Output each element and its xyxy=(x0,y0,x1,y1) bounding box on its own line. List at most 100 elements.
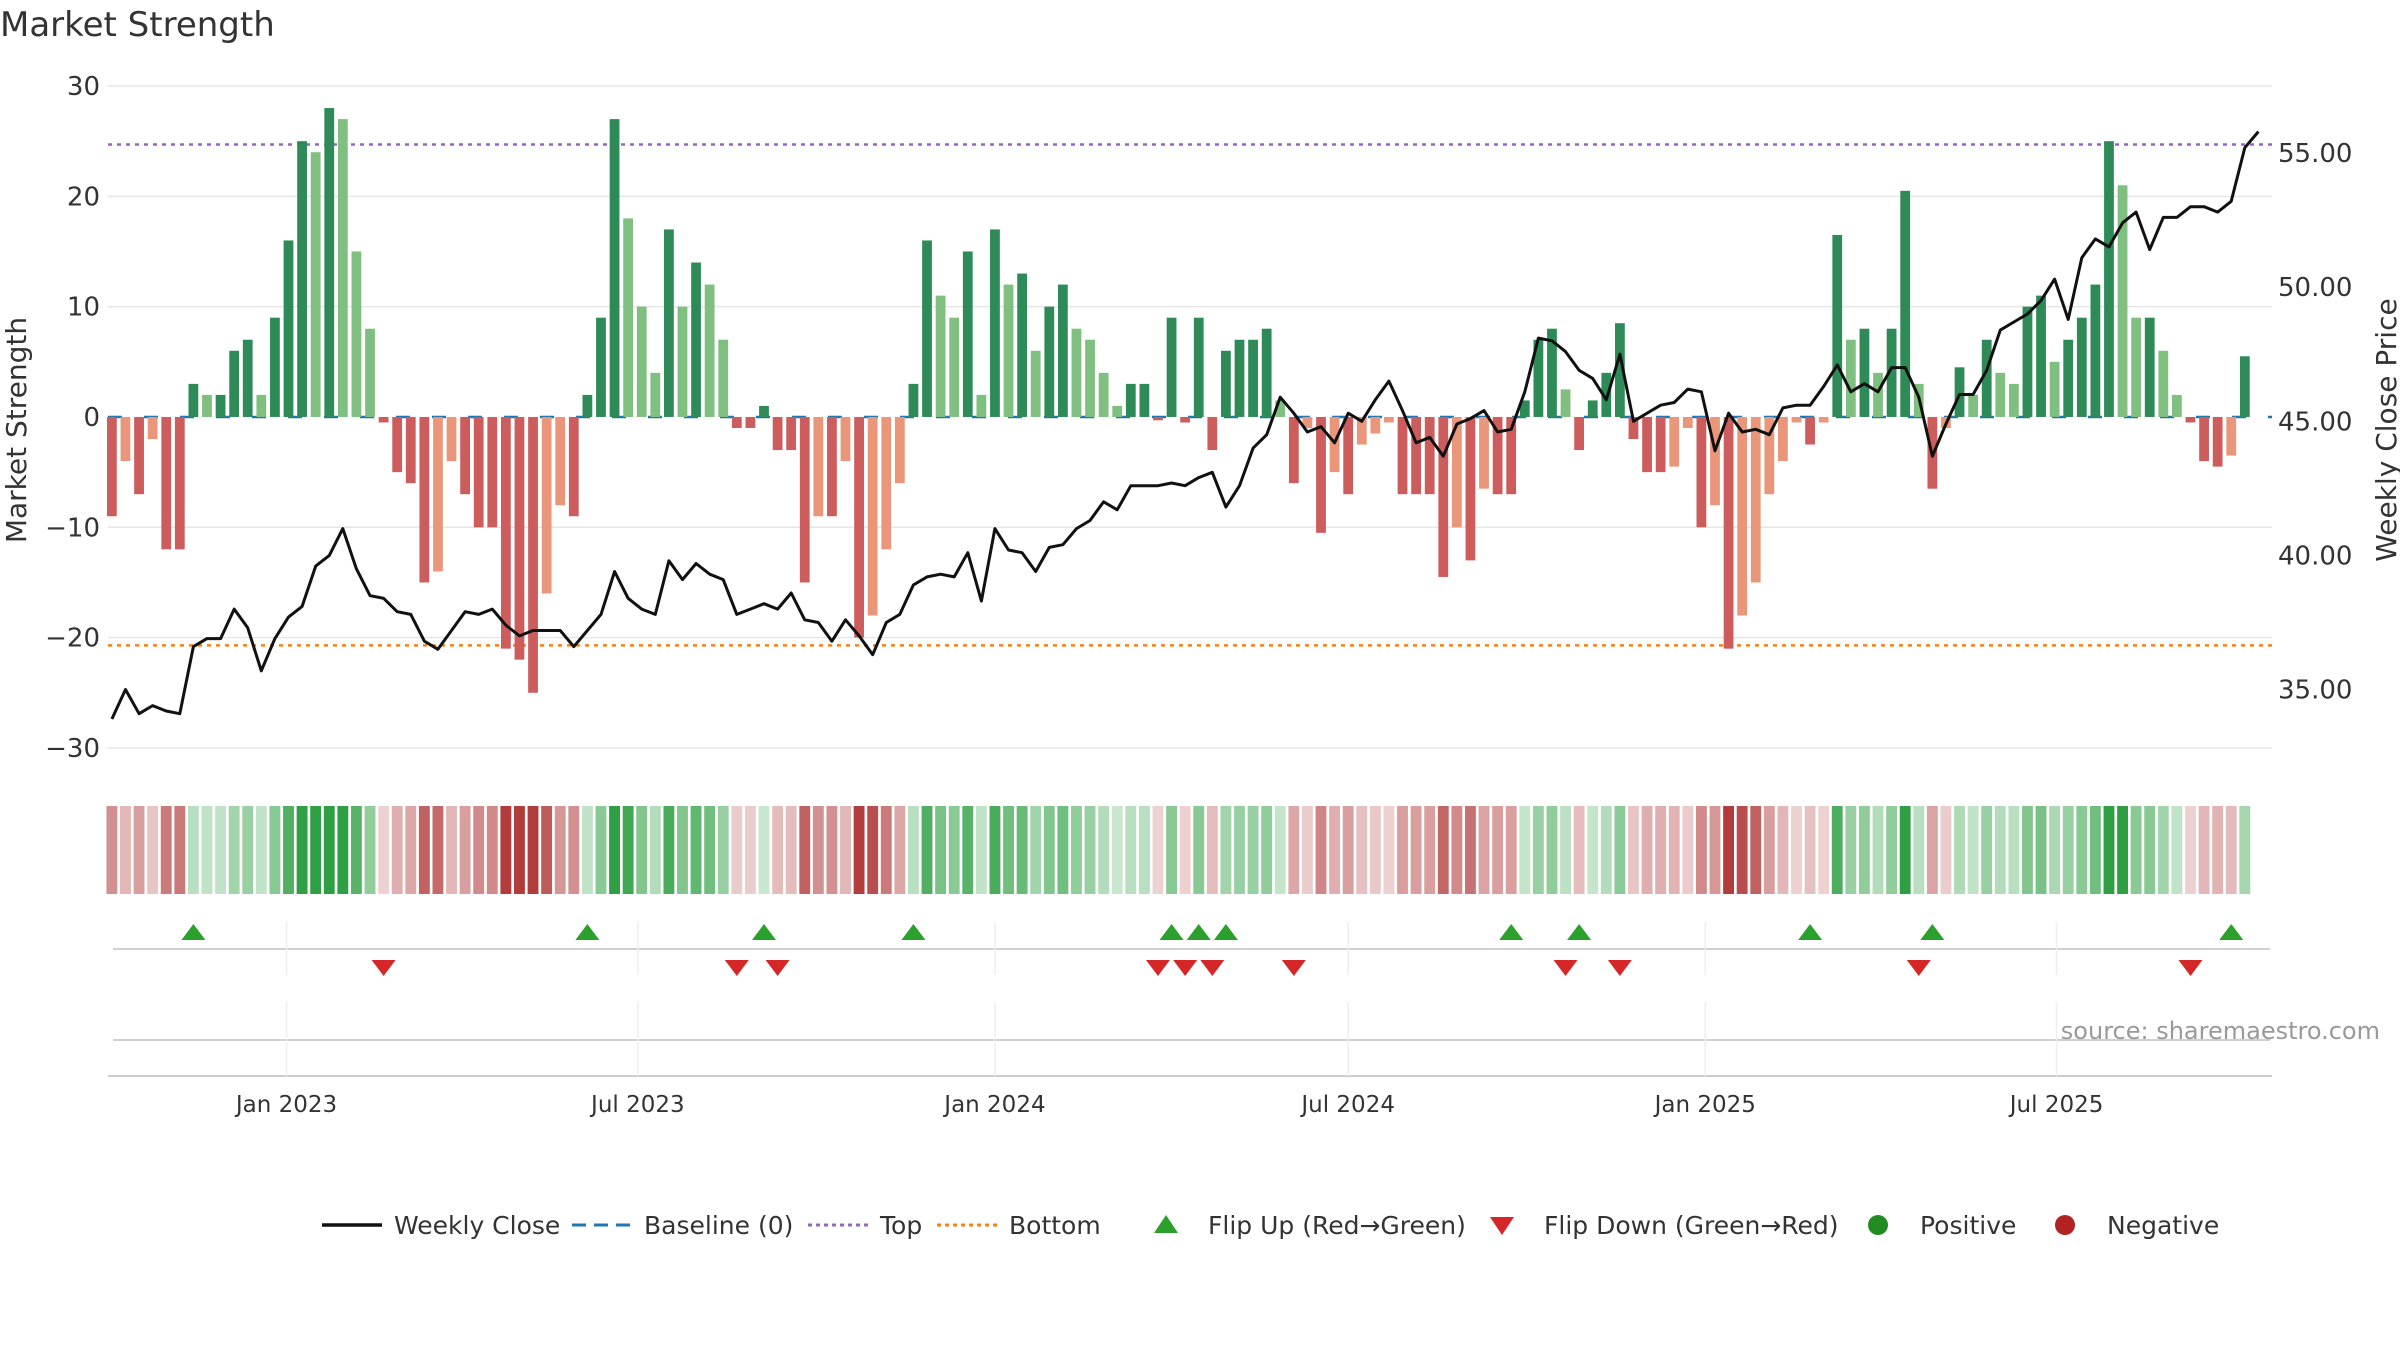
heat-cell xyxy=(1098,806,1110,894)
strength-bar xyxy=(1465,416,1476,561)
strength-bar xyxy=(460,416,470,495)
heat-cell xyxy=(1410,806,1422,894)
strength-bar xyxy=(351,251,362,417)
heat-cell xyxy=(1573,806,1585,894)
heat-cell xyxy=(1206,806,1218,894)
legend-label: Negative xyxy=(2107,1211,2219,1240)
strength-bar xyxy=(433,416,443,572)
heat-cell xyxy=(853,806,865,894)
heat-cell xyxy=(187,806,199,894)
heat-cell xyxy=(106,806,118,894)
x-tick-label: Jul 2023 xyxy=(589,1092,685,1118)
heat-cell xyxy=(1301,806,1313,894)
strength-bar xyxy=(1669,416,1680,467)
strength-bar xyxy=(174,416,185,550)
heat-cell xyxy=(921,806,933,894)
y-axis-title: Market Strength xyxy=(0,317,33,543)
strength-bar xyxy=(1125,383,1136,417)
strength-bar xyxy=(378,416,389,423)
strength-bar xyxy=(1221,350,1231,417)
heat-cell xyxy=(1288,806,1300,894)
legend-label: Baseline (0) xyxy=(644,1211,793,1240)
heat-cell xyxy=(269,806,281,894)
flip-down-marker xyxy=(765,960,790,976)
heat-cell xyxy=(1668,806,1680,894)
heat-cell xyxy=(2198,806,2210,894)
strength-bar xyxy=(1696,416,1707,528)
heat-cell xyxy=(1994,806,2006,894)
y2-tick-label: 45.00 xyxy=(2278,407,2352,437)
strength-bar xyxy=(623,218,634,417)
strength-bar xyxy=(446,416,457,462)
heat-cell xyxy=(772,806,784,894)
legend-triangle-down-icon xyxy=(1490,1217,1514,1235)
heat-cell xyxy=(744,806,756,894)
heat-cell xyxy=(1614,806,1626,894)
heat-cell xyxy=(215,806,227,894)
strength-bar xyxy=(976,394,987,417)
source-note: source: sharemaestro.com xyxy=(2061,1017,2380,1045)
strength-bar xyxy=(2212,416,2223,467)
strength-bar xyxy=(1234,339,1245,417)
strength-bar xyxy=(256,394,267,417)
heat-cell xyxy=(1057,806,1069,894)
strength-bar xyxy=(1329,416,1340,473)
chart-title: Market Strength xyxy=(0,5,275,45)
strength-bar xyxy=(1316,416,1326,533)
strength-bar xyxy=(1343,416,1354,495)
strength-bar xyxy=(596,317,606,417)
heat-cell xyxy=(2035,806,2047,894)
heat-cell xyxy=(1967,806,1979,894)
heat-cell xyxy=(704,806,716,894)
flip-up-marker xyxy=(1159,924,1184,940)
strength-bar xyxy=(1547,328,1557,417)
strength-bar xyxy=(2104,141,2114,417)
strength-bar xyxy=(215,394,226,417)
heat-cell xyxy=(1437,806,1449,894)
heat-cell xyxy=(812,806,824,894)
strength-bar xyxy=(582,394,593,417)
heat-cell xyxy=(1600,806,1612,894)
strength-bar xyxy=(1533,339,1544,417)
strength-bar xyxy=(650,372,661,417)
strength-bar xyxy=(2022,306,2033,417)
strength-bar xyxy=(1655,416,1666,473)
heat-cell xyxy=(581,806,593,894)
heat-cell xyxy=(1166,806,1177,894)
strength-bar xyxy=(1778,416,1788,462)
strength-bar xyxy=(2199,416,2209,462)
heat-cell xyxy=(554,806,566,894)
strength-bar xyxy=(1275,400,1286,417)
heat-cell xyxy=(1193,806,1205,894)
flip-down-marker xyxy=(1553,960,1578,976)
heat-cell xyxy=(446,806,457,894)
heat-cell xyxy=(1030,806,1042,894)
y-tick-label: −10 xyxy=(45,513,100,543)
heat-cell xyxy=(975,806,987,894)
heat-cell xyxy=(1791,806,1802,894)
strength-bar xyxy=(188,383,199,417)
strength-bar xyxy=(704,284,715,417)
strength-bar xyxy=(1180,416,1191,423)
strength-bar xyxy=(2144,317,2155,417)
heat-cell xyxy=(1899,806,1911,894)
heat-cell xyxy=(1003,806,1014,894)
heat-cell xyxy=(1723,806,1735,894)
heat-cell xyxy=(1858,806,1870,894)
strength-bar xyxy=(1071,328,1082,417)
heat-cell xyxy=(1016,806,1028,894)
strength-bar xyxy=(1411,416,1421,495)
x-tick-label: Jul 2024 xyxy=(1299,1092,1395,1118)
heat-cell xyxy=(1763,806,1775,894)
heat-cell xyxy=(1804,806,1816,894)
heat-cell xyxy=(201,806,213,894)
heat-cell xyxy=(1274,806,1286,894)
heat-cell xyxy=(296,806,308,894)
flip-down-marker xyxy=(1145,960,1170,976)
heat-cell xyxy=(1234,806,1245,894)
heat-cell xyxy=(663,806,675,894)
flip-down-marker xyxy=(1173,960,1198,976)
strength-bar xyxy=(2036,295,2046,417)
heat-cell xyxy=(2076,806,2088,894)
strength-bar xyxy=(147,416,158,440)
